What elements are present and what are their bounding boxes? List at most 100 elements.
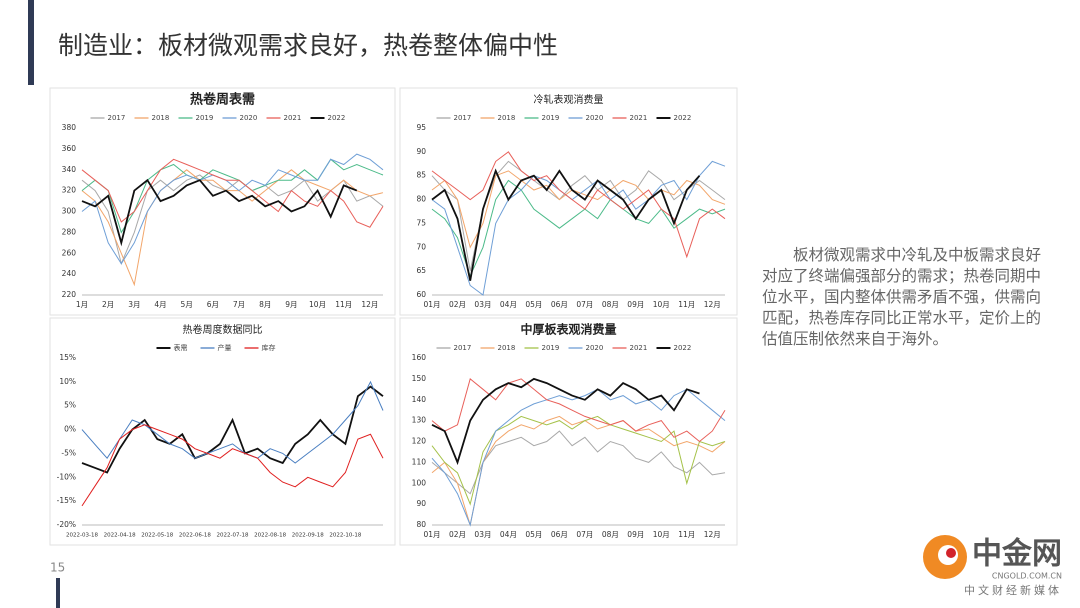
- x-tick-label: 12月: [704, 530, 721, 539]
- y-tick-label: 220: [62, 290, 77, 299]
- chart-title: 中厚板表观消费量: [520, 322, 616, 337]
- y-tick-label: 0%: [64, 425, 76, 434]
- legend-label: 2021: [284, 114, 302, 122]
- legend-label: 2018: [498, 114, 516, 122]
- legend-label: 2017: [108, 114, 126, 122]
- y-tick-label: 65: [416, 266, 426, 275]
- x-tick-label: 1月: [76, 300, 88, 309]
- chart-panel: [49, 317, 396, 546]
- logo-site: CNGOLD.COM.CN: [992, 572, 1062, 581]
- x-tick-label: 07月: [576, 530, 593, 539]
- legend-label: 2018: [152, 114, 170, 122]
- y-tick-label: 140: [412, 395, 427, 404]
- x-tick-label: 06月: [551, 530, 568, 539]
- y-tick-label: 80: [416, 520, 426, 529]
- y-tick-label: 15%: [59, 353, 76, 362]
- x-tick-label: 04月: [500, 300, 517, 309]
- y-tick-label: -15%: [57, 496, 76, 505]
- chart-panel: [399, 87, 738, 316]
- y-tick-label: 380: [62, 123, 77, 132]
- x-tick-label: 10月: [309, 300, 326, 309]
- x-tick-label: 02月: [449, 530, 466, 539]
- series-line: [431, 377, 700, 466]
- x-tick-label: 02月: [449, 300, 466, 309]
- accent-bar: [28, 0, 34, 85]
- y-tick-label: -20%: [57, 520, 76, 529]
- y-tick-label: -10%: [57, 472, 76, 481]
- series-line: [81, 424, 384, 507]
- series-line: [431, 430, 726, 495]
- x-tick-label: 9月: [285, 300, 297, 309]
- x-tick-label: 2022-04-18: [104, 533, 136, 539]
- x-tick-label: 11月: [678, 530, 695, 539]
- x-tick-label: 11月: [678, 300, 695, 309]
- chart-title: 冷轧表观消费量: [534, 93, 604, 106]
- x-tick-label: 07月: [576, 300, 593, 309]
- legend-label: 2022: [674, 344, 692, 352]
- y-tick-label: 70: [416, 242, 426, 251]
- y-tick-label: 280: [62, 227, 77, 236]
- x-tick-label: 7月: [233, 300, 245, 309]
- x-tick-label: 10月: [653, 300, 670, 309]
- y-tick-label: 160: [412, 353, 427, 362]
- y-tick-label: 300: [62, 207, 77, 216]
- x-tick-label: 2022-08-18: [254, 533, 286, 539]
- legend-label: 2017: [454, 114, 472, 122]
- legend-label: 库存: [262, 343, 276, 352]
- x-tick-label: 09月: [627, 530, 644, 539]
- x-tick-label: 11月: [335, 300, 352, 309]
- logo-text: 中金网: [972, 537, 1062, 572]
- legend-label: 2022: [328, 114, 346, 122]
- legend-label: 2017: [454, 344, 472, 352]
- legend-label: 2019: [542, 344, 560, 352]
- legend-label: 2020: [586, 114, 604, 122]
- y-tick-label: 5%: [64, 401, 76, 410]
- series-line: [431, 415, 726, 506]
- y-tick-label: 95: [416, 123, 426, 132]
- y-tick-label: 90: [416, 499, 426, 508]
- x-tick-label: 05月: [525, 300, 542, 309]
- y-tick-label: 320: [62, 186, 77, 195]
- x-tick-label: 12月: [361, 300, 378, 309]
- y-tick-label: 75: [416, 218, 426, 227]
- series-line: [81, 158, 384, 234]
- summary-text: 板材微观需求中冷轧及中板需求良好对应了终端偏强部分的需求；热卷同期中位水平，国内…: [762, 246, 1042, 348]
- x-tick-label: 06月: [551, 300, 568, 309]
- x-tick-label: 03月: [474, 300, 491, 309]
- legend-label: 2021: [630, 344, 648, 352]
- y-tick-label: 90: [416, 147, 426, 156]
- x-tick-label: 05月: [525, 530, 542, 539]
- x-tick-label: 09月: [627, 300, 644, 309]
- x-tick-label: 2022-05-18: [141, 533, 173, 539]
- x-tick-label: 08月: [602, 300, 619, 309]
- chart-title: 热卷周表需: [190, 92, 255, 108]
- x-tick-label: 2022-03-18: [66, 533, 98, 539]
- series-line: [431, 378, 726, 443]
- legend-label: 产量: [218, 343, 232, 352]
- series-line: [81, 169, 384, 287]
- x-tick-label: 5月: [181, 300, 193, 309]
- y-tick-label: 360: [62, 144, 77, 153]
- series-line: [81, 153, 384, 265]
- series-line: [81, 178, 358, 247]
- x-tick-label: 04月: [500, 530, 517, 539]
- y-tick-label: 100: [412, 478, 427, 487]
- legend-label: 2021: [630, 114, 648, 122]
- y-tick-label: 110: [412, 457, 427, 466]
- x-tick-label: 01月: [423, 300, 440, 309]
- series-line: [81, 380, 384, 464]
- logo-slogan: 中文财经新媒体: [964, 583, 1062, 597]
- chart-panel: [399, 317, 738, 546]
- x-tick-label: 2月: [102, 300, 114, 309]
- slide-title: 制造业：板材微观需求良好，热卷整体偏中性: [58, 31, 558, 60]
- x-tick-label: 2022-10-18: [329, 533, 361, 539]
- x-tick-label: 6月: [207, 300, 219, 309]
- legend-label: 2018: [498, 344, 516, 352]
- x-tick-label: 4月: [154, 300, 166, 309]
- y-tick-label: 10%: [59, 377, 76, 386]
- x-tick-label: 3月: [128, 300, 140, 309]
- legend-label: 2020: [586, 344, 604, 352]
- x-tick-label: 12月: [704, 300, 721, 309]
